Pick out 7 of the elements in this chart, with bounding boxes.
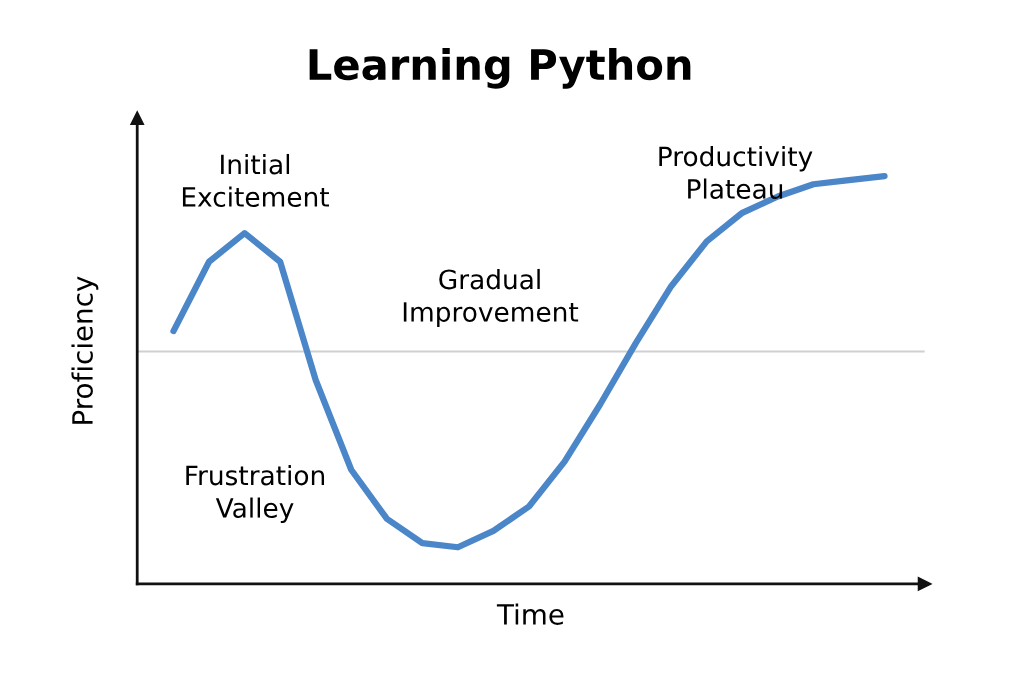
- chart-title: Learning Python: [309, 47, 691, 89]
- annotation: Frustration Valley: [186, 464, 325, 524]
- x-axis-title: Time: [496, 603, 564, 625]
- annotation: Initial Excitement: [182, 153, 329, 207]
- y-axis-title: Proficiency: [71, 276, 99, 424]
- annotation: Gradual Improvement: [403, 268, 579, 328]
- annotation: Productivity Plateau: [659, 145, 813, 199]
